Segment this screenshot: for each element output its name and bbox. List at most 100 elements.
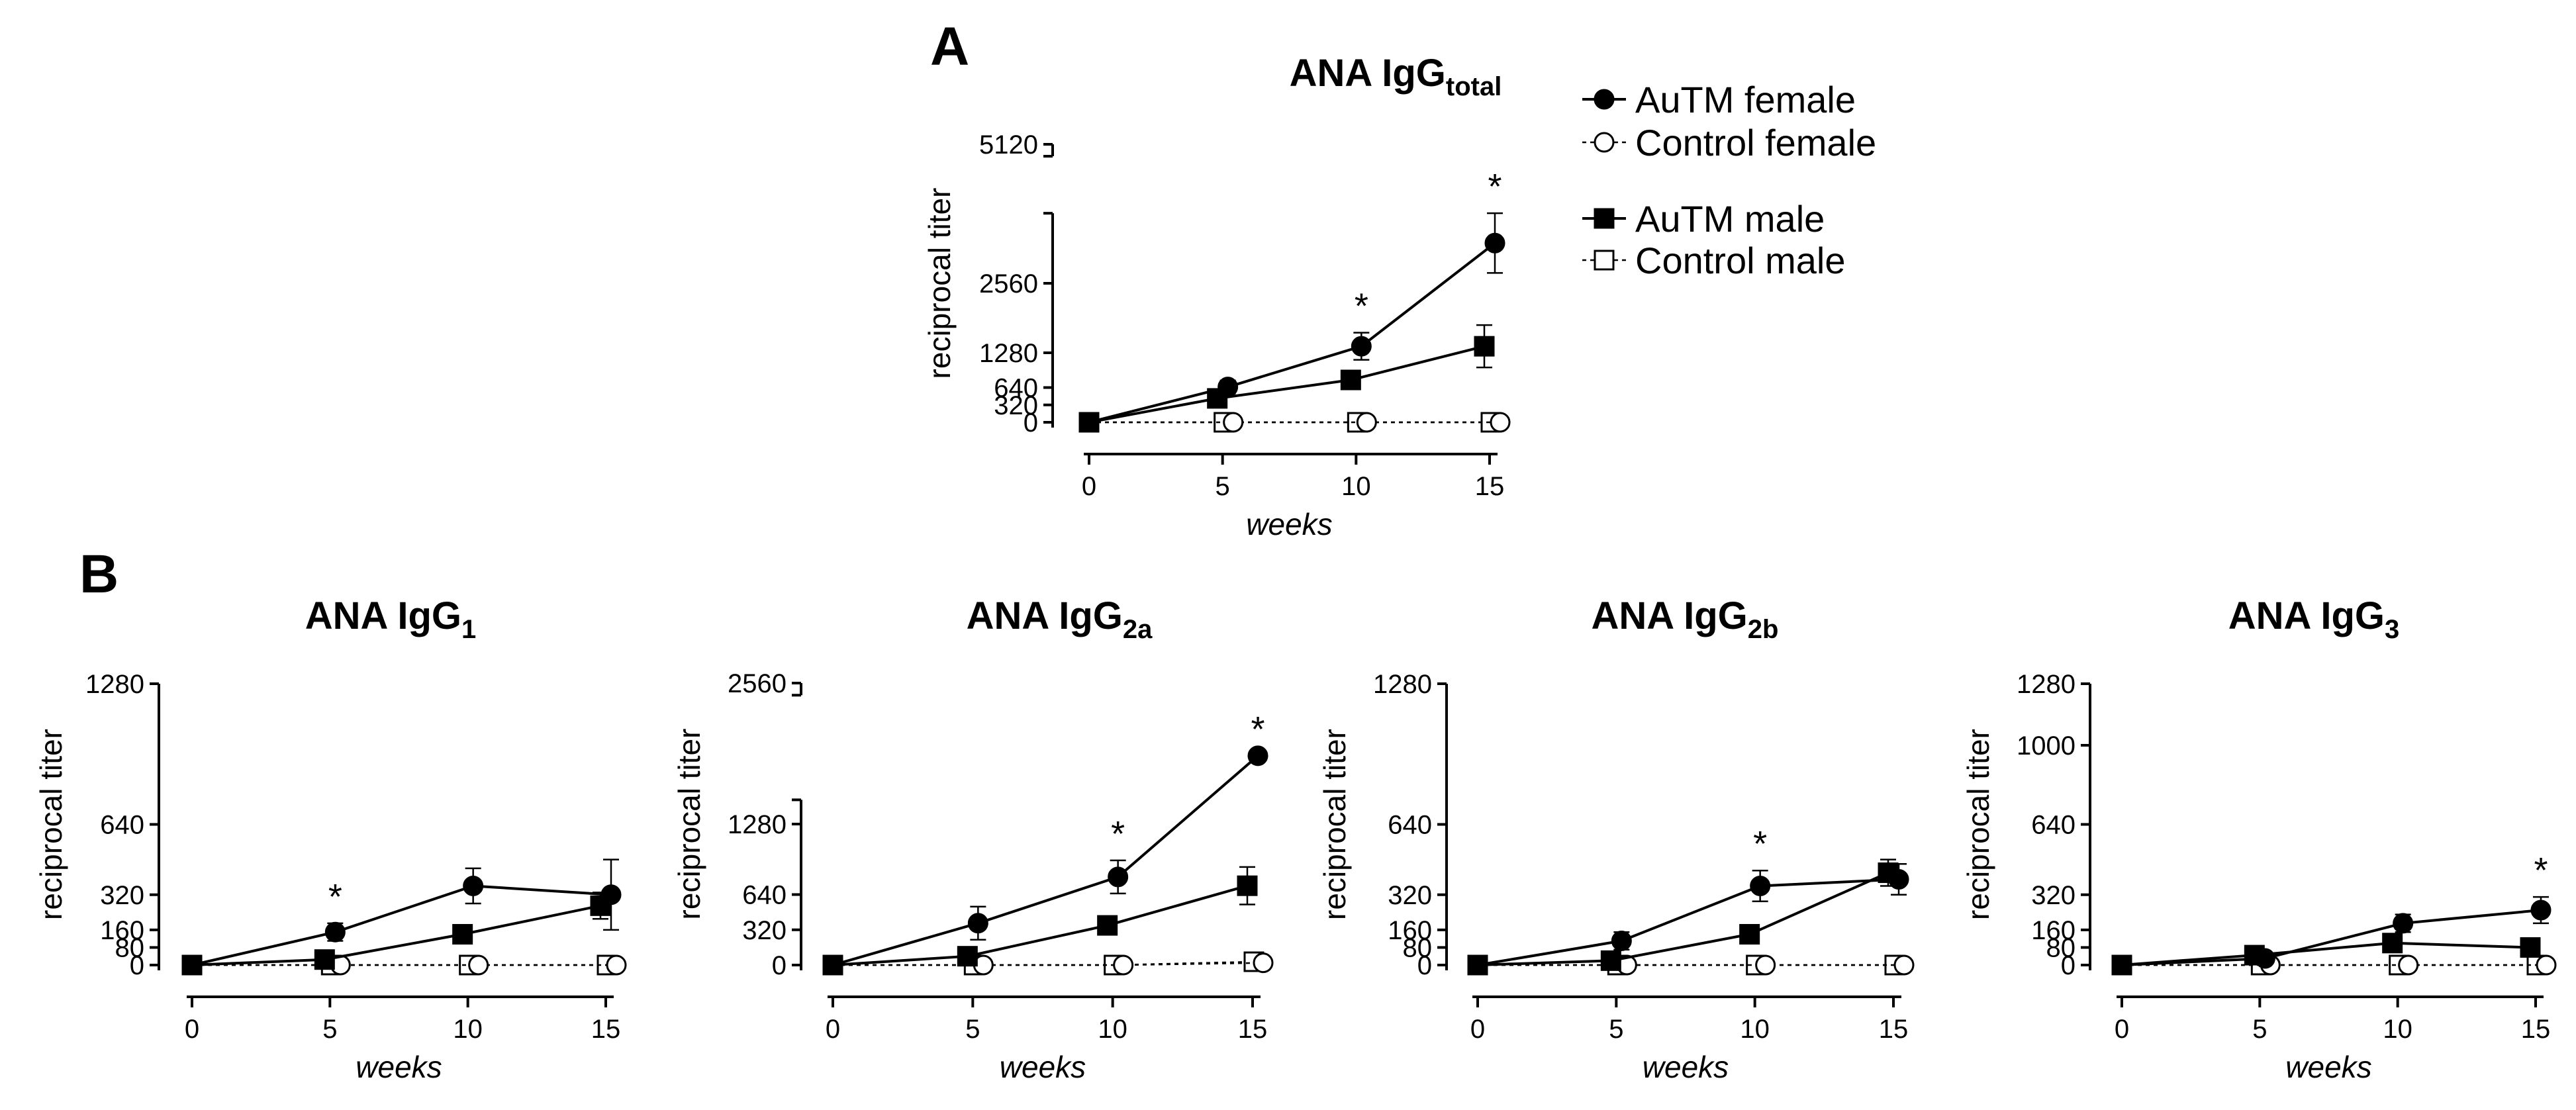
x-tick-label: 0: [826, 1015, 840, 1044]
data-point-autm-female: [1611, 930, 1632, 951]
data-point-autm-female: [2530, 900, 2552, 921]
x-tick-label: 5: [1609, 1015, 1623, 1044]
x-tick-label: 0: [185, 1015, 199, 1044]
data-point-autm-female: [2393, 913, 2414, 934]
y-tick-label: 80: [115, 933, 145, 962]
y-tick-label: 0: [772, 951, 787, 980]
significance-star: *: [1251, 710, 1264, 749]
legend-item-autm-male: AuTM male: [1582, 198, 1825, 240]
y-tick-label: 160: [2031, 916, 2075, 945]
y-tick-label: 1280: [1373, 670, 1432, 699]
significance-star: *: [1355, 287, 1368, 326]
legend-marker: [1594, 89, 1615, 110]
y-tick-label: 2560: [979, 269, 1038, 299]
series-autm-female: [181, 858, 622, 976]
data-point-control-female: [1223, 412, 1244, 433]
chart-title-main: ANA IgG: [1290, 52, 1446, 95]
series-line-autm-male: [191, 904, 601, 966]
y-tick-label: 320: [2031, 881, 2075, 910]
data-point-control-female: [606, 954, 627, 976]
y-axis-label: reciprocal titer: [1961, 729, 1995, 920]
y-tick-label: 640: [100, 811, 144, 840]
series-autm-female: [1467, 863, 1909, 976]
legend-label: Control male: [1635, 240, 1845, 281]
legend-item-control-male: Control male: [1582, 240, 1845, 281]
chart-title-subscript: 2b: [1748, 615, 1779, 644]
panel-label-b: B: [79, 544, 119, 604]
x-tick-label: 0: [1082, 472, 1096, 501]
y-tick-label: 640: [742, 881, 787, 910]
x-tick-label: 15: [1475, 472, 1505, 501]
panel-label-a: A: [930, 17, 969, 77]
chart-title: ANA IgGtotal: [1290, 52, 1502, 101]
chart-total: ANA IgGtotal0320640128025605120reciproca…: [922, 52, 1511, 541]
y-axis-label: reciprocal titer: [34, 729, 68, 920]
x-tick-label: 5: [1216, 472, 1230, 501]
y-tick-label: 80: [2046, 933, 2076, 962]
data-point-autm-female: [1750, 875, 1771, 896]
series-control-male: [822, 951, 1264, 976]
y-tick-label: 160: [100, 916, 144, 945]
x-tick-label: 15: [2521, 1015, 2551, 1044]
chart-igg2a: ANA IgG2a 0 320 640 1280 2560 reciprocal titer…: [672, 594, 1274, 1084]
data-point-autm-male: [2520, 937, 2541, 958]
data-point-autm-male: [1340, 369, 1361, 391]
data-point-autm-female: [1484, 232, 1505, 254]
y-tick-label: 640: [2031, 811, 2075, 840]
data-point-autm-male: [1600, 950, 1621, 971]
significance-star: *: [2534, 851, 2548, 890]
data-point-autm-male: [1474, 336, 1495, 357]
chart-title-subscript: 3: [2385, 615, 2399, 644]
chart-title-main: ANA IgG: [1592, 594, 1748, 637]
series-line-control-female: [833, 962, 1264, 966]
series-autm-female: [822, 745, 1268, 976]
series-line-autm-female: [191, 884, 612, 966]
x-axis-label: weeks: [2285, 1050, 2371, 1084]
legend-label: Control female: [1635, 122, 1876, 163]
data-point-control-female: [1253, 952, 1274, 974]
data-point-autm-male: [314, 949, 335, 970]
data-point-autm-female: [1078, 412, 1100, 433]
data-point-control-female: [1356, 412, 1377, 433]
chart-title-subscript: total: [1446, 72, 1502, 101]
significance-star: *: [328, 877, 342, 917]
series-line-autm-male: [1088, 345, 1485, 424]
series-line-autm-female: [2121, 909, 2542, 966]
series-autm-male: [181, 892, 611, 976]
y-tick-label: 0: [1417, 951, 1432, 980]
y-tick-label: 320: [100, 881, 144, 910]
y-tick-label: 1280: [979, 339, 1038, 368]
series-autm-male: [2111, 933, 2541, 976]
x-tick-label: 5: [2252, 1015, 2267, 1044]
data-point-autm-female: [2111, 954, 2132, 976]
chart-title: ANA IgG2a: [967, 594, 1153, 644]
legend-item-control-female: Control female: [1582, 122, 1876, 163]
series-control-female: [181, 954, 627, 976]
data-point-control-female: [2398, 954, 2419, 976]
data-point-autm-female: [181, 954, 203, 976]
data-point-autm-female: [600, 884, 622, 905]
series-line-autm-male: [1477, 871, 1889, 966]
series-autm-male: [1078, 324, 1495, 433]
x-tick-label: 15: [1238, 1015, 1268, 1044]
data-point-autm-male: [1097, 915, 1118, 936]
x-tick-label: 10: [2383, 1015, 2412, 1044]
data-point-control-female: [2536, 954, 2557, 976]
chart-title-main: ANA IgG: [967, 594, 1123, 637]
y-tick-label: 1280: [85, 670, 144, 699]
x-tick-label: 0: [2115, 1015, 2129, 1044]
x-tick-label: 10: [1740, 1015, 1770, 1044]
data-point-control-female: [1755, 954, 1776, 976]
data-point-control-female: [468, 954, 489, 976]
legend-marker: [1594, 250, 1615, 271]
series-control-female: [822, 952, 1274, 976]
x-tick-label: 15: [1879, 1015, 1909, 1044]
data-point-autm-female: [967, 913, 988, 934]
x-axis-label: weeks: [1246, 507, 1332, 541]
x-tick-label: 10: [1098, 1015, 1127, 1044]
chart-title-subscript: 2a: [1123, 615, 1153, 644]
data-point-autm-male: [452, 924, 473, 945]
